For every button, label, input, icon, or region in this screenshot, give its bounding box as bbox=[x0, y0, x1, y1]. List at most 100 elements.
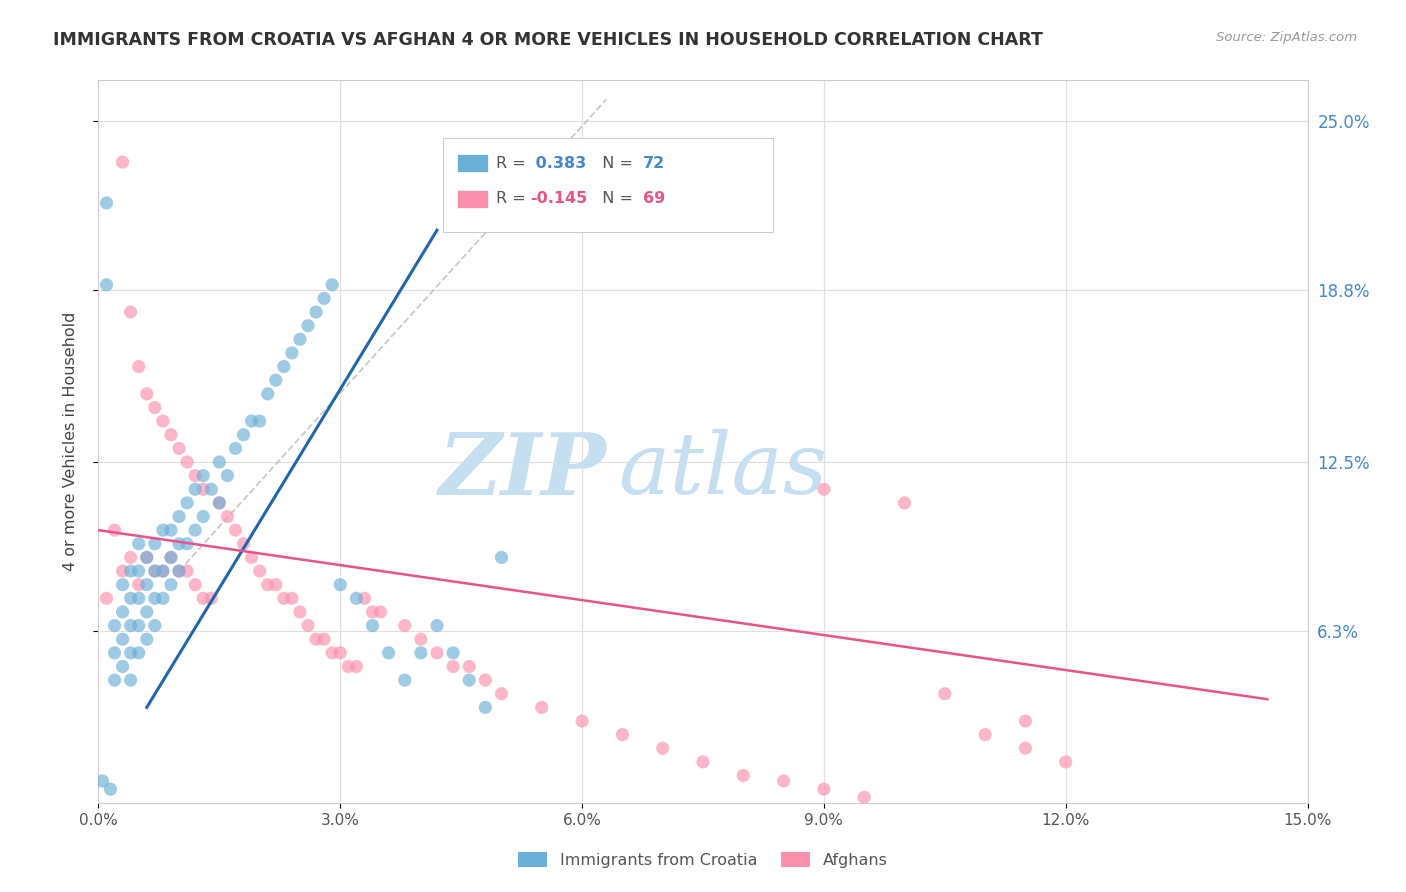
Point bbox=[167, 564, 190, 578]
Point bbox=[474, 700, 496, 714]
Point bbox=[135, 550, 157, 565]
Point bbox=[193, 591, 215, 606]
Point bbox=[152, 564, 174, 578]
Point bbox=[240, 550, 263, 565]
Y-axis label: 4 or more Vehicles in Household: 4 or more Vehicles in Household bbox=[63, 312, 77, 571]
Point bbox=[426, 646, 449, 660]
Point bbox=[96, 196, 118, 211]
Point bbox=[491, 550, 513, 565]
Text: atlas: atlas bbox=[619, 429, 828, 512]
Text: 0.383: 0.383 bbox=[530, 156, 586, 170]
Point bbox=[394, 673, 416, 687]
Point bbox=[135, 387, 157, 401]
Point bbox=[353, 591, 375, 606]
Point bbox=[974, 728, 997, 742]
Point bbox=[232, 427, 254, 442]
Point bbox=[200, 482, 222, 496]
Point bbox=[612, 728, 634, 742]
Legend: Immigrants from Croatia, Afghans: Immigrants from Croatia, Afghans bbox=[512, 846, 894, 874]
Point bbox=[337, 659, 360, 673]
Point bbox=[1014, 714, 1036, 728]
Point bbox=[361, 618, 384, 632]
Text: N =: N = bbox=[592, 156, 638, 170]
Point bbox=[208, 496, 231, 510]
Point bbox=[176, 455, 198, 469]
Point bbox=[1014, 741, 1036, 756]
Point bbox=[111, 564, 134, 578]
Point bbox=[120, 564, 142, 578]
Point bbox=[288, 332, 311, 346]
Point bbox=[128, 537, 150, 551]
Point bbox=[120, 305, 142, 319]
Text: 69: 69 bbox=[643, 192, 665, 206]
Point bbox=[530, 700, 553, 714]
Point bbox=[184, 523, 207, 537]
Point bbox=[193, 482, 215, 496]
Point bbox=[256, 387, 278, 401]
Point bbox=[160, 550, 183, 565]
Point bbox=[281, 346, 304, 360]
Text: 72: 72 bbox=[643, 156, 665, 170]
Point bbox=[329, 646, 352, 660]
Point bbox=[193, 468, 215, 483]
Point bbox=[321, 277, 343, 292]
Point bbox=[692, 755, 714, 769]
Point bbox=[813, 782, 835, 797]
Point bbox=[409, 646, 432, 660]
Text: R =: R = bbox=[496, 156, 531, 170]
Point bbox=[135, 605, 157, 619]
Point bbox=[474, 673, 496, 687]
Point bbox=[184, 468, 207, 483]
Point bbox=[491, 687, 513, 701]
Point bbox=[120, 591, 142, 606]
Point bbox=[160, 523, 183, 537]
Point bbox=[853, 790, 876, 805]
Point bbox=[370, 605, 392, 619]
Point bbox=[314, 292, 336, 306]
Point bbox=[217, 509, 239, 524]
Point bbox=[208, 455, 231, 469]
Point bbox=[167, 442, 190, 456]
Point bbox=[571, 714, 593, 728]
Text: R =: R = bbox=[496, 192, 531, 206]
Point bbox=[297, 318, 319, 333]
Point bbox=[103, 673, 125, 687]
Point bbox=[297, 618, 319, 632]
Point bbox=[934, 687, 956, 701]
Point bbox=[200, 591, 222, 606]
Point bbox=[314, 632, 336, 647]
Point bbox=[103, 523, 125, 537]
Point bbox=[143, 591, 166, 606]
Point bbox=[120, 618, 142, 632]
Point bbox=[128, 591, 150, 606]
Point bbox=[152, 591, 174, 606]
Point bbox=[135, 550, 157, 565]
Point bbox=[184, 577, 207, 591]
Point bbox=[120, 646, 142, 660]
Point bbox=[813, 482, 835, 496]
Point bbox=[249, 564, 271, 578]
Point bbox=[441, 659, 464, 673]
Point bbox=[143, 564, 166, 578]
Point bbox=[96, 277, 118, 292]
Point bbox=[103, 618, 125, 632]
Point bbox=[128, 618, 150, 632]
Point bbox=[143, 537, 166, 551]
Point bbox=[111, 659, 134, 673]
Point bbox=[224, 442, 246, 456]
Point bbox=[273, 591, 295, 606]
Point bbox=[458, 659, 481, 673]
Point bbox=[103, 646, 125, 660]
Point bbox=[394, 618, 416, 632]
Point bbox=[176, 537, 198, 551]
Point bbox=[160, 550, 183, 565]
Point bbox=[111, 577, 134, 591]
Point bbox=[152, 523, 174, 537]
Point bbox=[96, 591, 118, 606]
Point bbox=[143, 618, 166, 632]
Point bbox=[167, 564, 190, 578]
Point bbox=[193, 509, 215, 524]
Text: IMMIGRANTS FROM CROATIA VS AFGHAN 4 OR MORE VEHICLES IN HOUSEHOLD CORRELATION CH: IMMIGRANTS FROM CROATIA VS AFGHAN 4 OR M… bbox=[53, 31, 1043, 49]
Text: ZIP: ZIP bbox=[439, 429, 606, 512]
Point bbox=[264, 577, 287, 591]
